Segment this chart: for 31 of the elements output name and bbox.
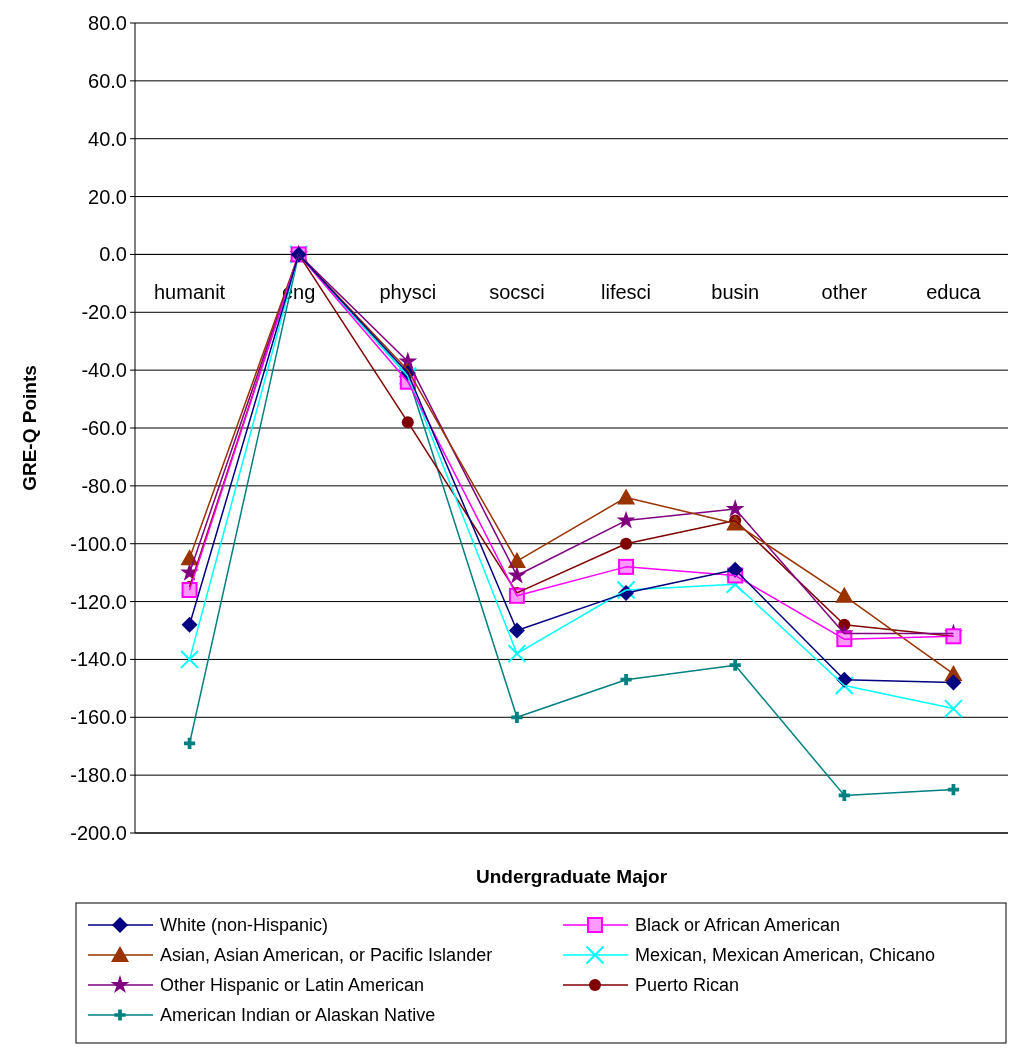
x-tick-label: physci: [379, 281, 437, 304]
y-tick-label: -100.0: [70, 532, 127, 555]
legend-label: Puerto Rican: [635, 975, 740, 996]
legend-label: Other Hispanic or Latin American: [160, 975, 425, 996]
legend-label: Black or African American: [635, 915, 841, 936]
y-tick-label: -120.0: [70, 590, 127, 613]
y-tick-label: -180.0: [70, 764, 127, 787]
y-tick-label: 80.0: [88, 12, 127, 34]
y-tick-label: -80.0: [81, 474, 127, 497]
y-tick-label: -160.0: [70, 706, 127, 729]
legend-label: White (non-Hispanic): [160, 915, 329, 936]
y-axis-title: GRE-Q Points: [19, 365, 40, 491]
x-tick-label: other: [821, 281, 868, 304]
x-axis-title: Undergraduate Major: [475, 866, 668, 887]
legend-label: Mexican, Mexican American, Chicano: [635, 945, 936, 966]
x-tick-label: socsci: [489, 281, 545, 304]
x-tick-label: humanit: [153, 281, 226, 304]
y-tick-label: -40.0: [81, 359, 127, 382]
y-tick-label: -200.0: [70, 822, 127, 844]
y-tick-label: -20.0: [81, 301, 127, 324]
y-tick-label: 40.0: [88, 127, 127, 150]
legend-label: American Indian or Alaskan Native: [160, 1005, 436, 1026]
legend-label: Asian, Asian American, or Pacific Islander: [160, 945, 493, 966]
y-tick-label: 0.0: [99, 243, 127, 266]
y-tick-label: -60.0: [81, 417, 127, 439]
y-tick-label: 20.0: [88, 185, 127, 208]
y-tick-label: -140.0: [70, 648, 127, 671]
x-tick-label: lifesci: [601, 281, 652, 304]
x-tick-label: educa: [926, 281, 982, 304]
y-tick-label: 60.0: [88, 69, 127, 92]
x-tick-label: busin: [711, 281, 760, 304]
